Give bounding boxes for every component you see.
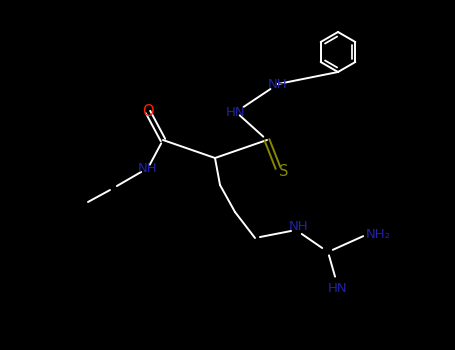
Text: HN: HN — [328, 281, 348, 294]
Text: NH₂: NH₂ — [365, 228, 390, 240]
Text: NH: NH — [289, 220, 309, 233]
Text: O: O — [142, 105, 154, 119]
Text: NH: NH — [138, 161, 158, 175]
Text: HN: HN — [226, 105, 246, 119]
Text: NH: NH — [268, 77, 288, 91]
Text: S: S — [279, 164, 288, 180]
